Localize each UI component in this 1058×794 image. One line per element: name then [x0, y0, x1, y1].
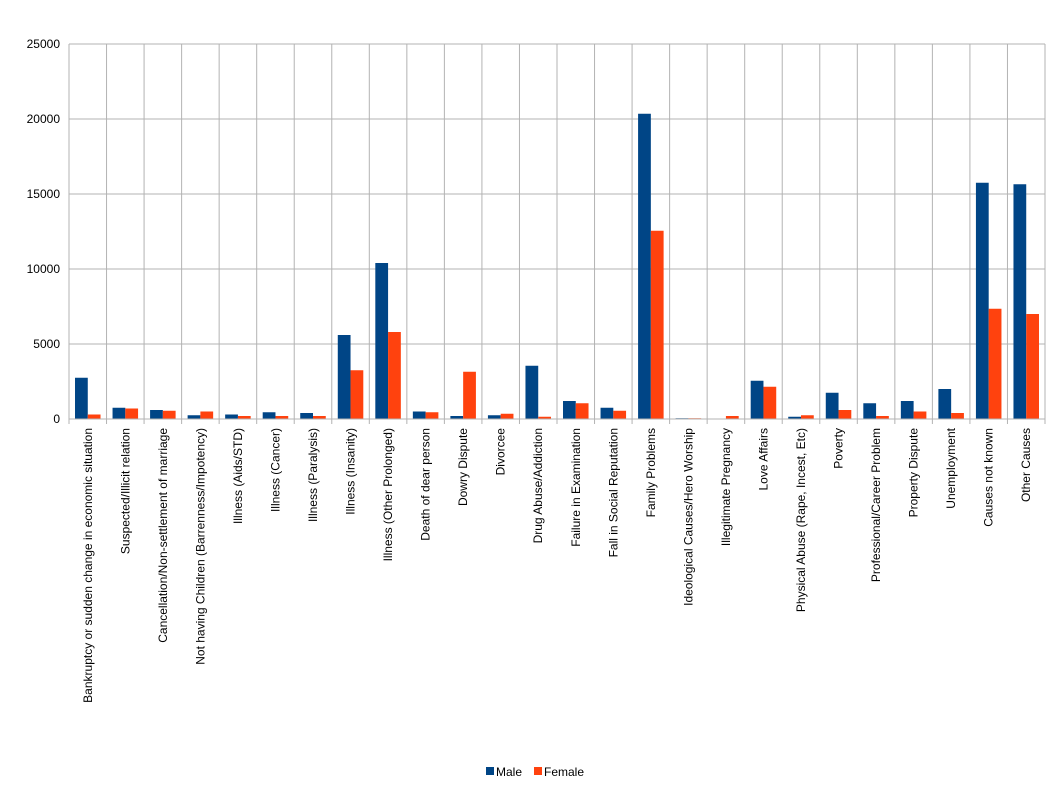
bar-male [563, 401, 576, 419]
y-tick-label: 20000 [27, 112, 61, 126]
bar-male [112, 407, 126, 419]
x-category-label: Illness (Cancer) [268, 428, 282, 512]
x-category-label: Causes not known [982, 428, 996, 527]
x-category-label: Love Affairs [756, 428, 770, 490]
legend-swatch-female [534, 767, 542, 775]
bar-male [938, 389, 952, 419]
bar-female [801, 415, 814, 419]
bar-male [187, 415, 201, 419]
grid-lines [68, 43, 1046, 424]
bar-male [412, 411, 426, 419]
bar-female [725, 416, 739, 419]
bar-female [500, 413, 514, 419]
x-category-label: Cancellation/Non-settlement of marriage [156, 428, 170, 643]
x-category-label: Illness (Paralysis) [306, 428, 320, 522]
y-tick-label: 5000 [33, 337, 60, 351]
legend-swatch-male [486, 767, 494, 775]
x-category-label: Divorcee [494, 428, 508, 476]
x-category-label: Suspected/Illicit relation [118, 428, 132, 554]
bar-male [450, 416, 464, 419]
y-tick-label: 10000 [27, 262, 61, 276]
bar-male [150, 410, 163, 419]
y-tick-label: 25000 [27, 37, 61, 51]
x-category-labels: Bankruptcy or sudden change in economic … [81, 427, 1033, 703]
x-category-label: Illness (Other Prolonged) [381, 428, 395, 561]
bar-female [237, 416, 251, 419]
bar-male [262, 412, 276, 419]
bar-male [750, 380, 764, 419]
x-category-label: Family Problems [644, 428, 658, 517]
bar-female [162, 410, 176, 419]
y-tick-label: 0 [53, 412, 60, 426]
bar-female [913, 411, 927, 419]
legend-label-male: Male [496, 765, 522, 779]
bar-female [463, 371, 476, 419]
y-tick-label: 15000 [27, 187, 61, 201]
x-category-label: Illness (Aids/STD) [231, 428, 245, 524]
bar-female [838, 410, 852, 419]
bar-female [388, 332, 401, 419]
bar-male [975, 182, 989, 419]
bar-female [275, 416, 289, 419]
x-category-label: Illness (Insanity) [344, 428, 358, 515]
bar-male [487, 415, 501, 419]
bar-female [575, 403, 589, 419]
x-category-label: Unemployment [944, 427, 958, 508]
x-category-label: Failure in Examination [569, 428, 583, 547]
bar-male [825, 392, 839, 419]
x-category-label: Illegitimate Pregnancy [719, 428, 733, 546]
bar-male [337, 335, 351, 419]
x-category-label: Death of dear person [419, 428, 433, 541]
legend-label-female: Female [544, 765, 584, 779]
x-category-label: Physical Abuse (Rape, Incest, Etc) [794, 428, 808, 612]
x-category-label: Drug Abuse/Addiction [531, 428, 545, 543]
bar-female [538, 416, 551, 419]
bar-male [75, 377, 88, 419]
bar-female [350, 370, 364, 419]
x-category-label: Fall in Social Reputation [606, 428, 620, 557]
bar-female [763, 386, 777, 419]
legend: Male Female [486, 765, 584, 779]
x-category-label: Bankruptcy or sudden change in economic … [81, 428, 95, 703]
bar-male [225, 414, 238, 419]
bar-male [863, 403, 877, 419]
bar-male [525, 365, 539, 419]
bar-male [638, 113, 651, 419]
bar-male [375, 263, 389, 419]
x-category-label: Property Dispute [907, 428, 921, 518]
bar-male [300, 413, 313, 419]
bar-male [900, 401, 914, 419]
x-category-label: Ideological Causes/Hero Worship [681, 428, 695, 606]
bar-female [125, 408, 139, 419]
x-category-label: Dowry Dispute [456, 428, 470, 506]
bar-female [951, 413, 964, 419]
bars [75, 113, 1039, 419]
bar-female [650, 230, 664, 419]
bar-male [788, 416, 801, 419]
x-category-label: Professional/Career Problem [869, 428, 883, 582]
bar-female [613, 410, 627, 419]
x-category-label: Not having Children (Barrenness/Impotenc… [193, 428, 207, 665]
bar-female [313, 416, 326, 419]
bar-male [1013, 184, 1027, 419]
bar-male [600, 407, 614, 419]
x-category-label: Poverty [832, 428, 846, 469]
bar-female [200, 411, 214, 419]
bar-female [1026, 314, 1039, 419]
bar-female [87, 414, 101, 419]
bar-female [425, 412, 439, 419]
bar-female [988, 308, 1002, 419]
x-category-label: Other Causes [1019, 428, 1033, 502]
bar-female [876, 416, 889, 419]
y-tick-labels: 0 5000 10000 15000 20000 25000 [27, 37, 61, 426]
axes [68, 44, 1045, 420]
